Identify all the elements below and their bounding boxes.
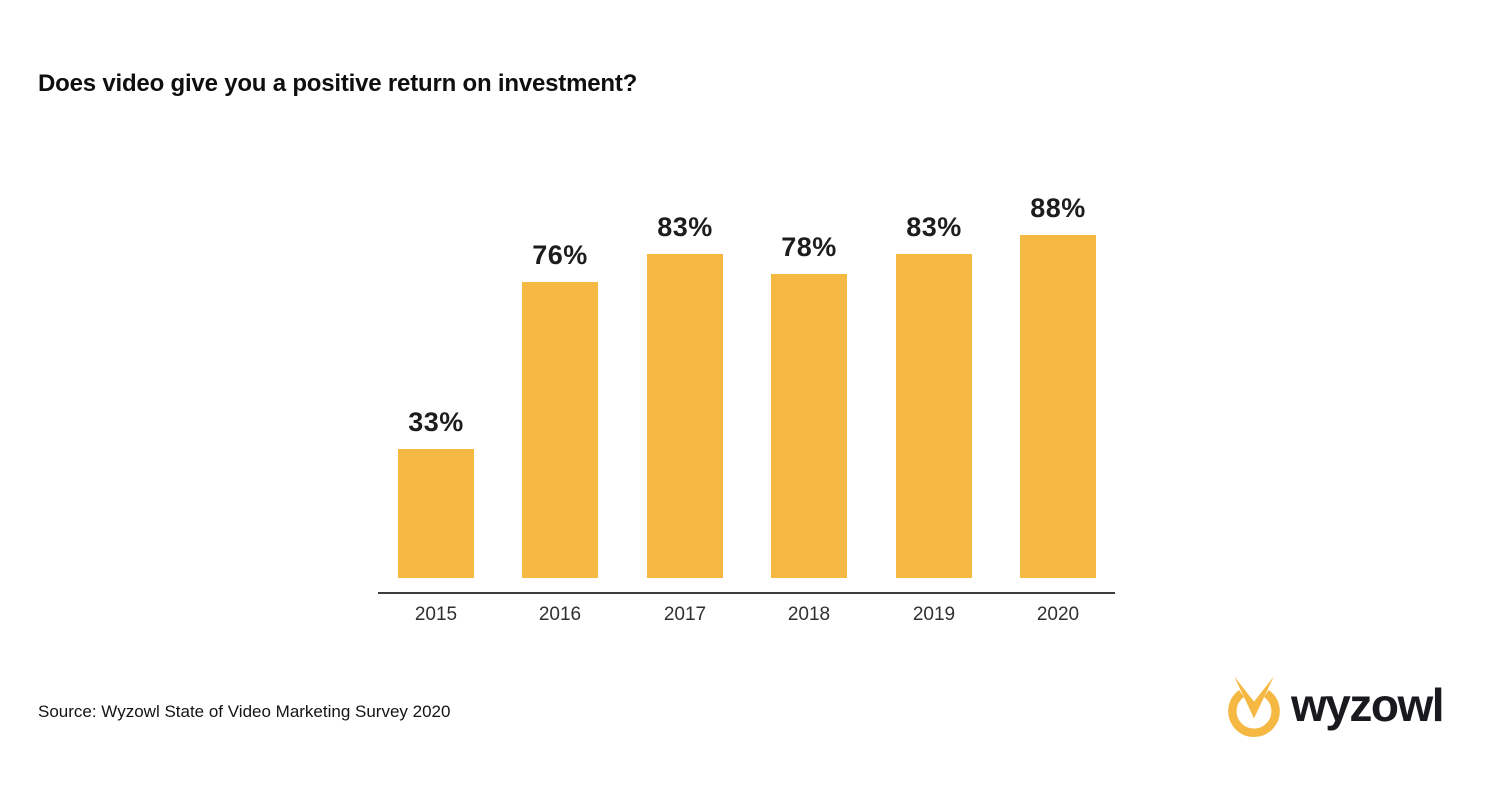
x-tick-label: 2016 [538,604,582,625]
bar [896,254,972,578]
x-tick-label: 2020 [1036,604,1080,625]
bar-group-2019: 83% 2019 [872,0,996,640]
x-axis-line [378,592,1115,594]
bar [771,274,847,578]
value-label: 83% [906,212,962,242]
x-tick-label: 2015 [414,604,458,625]
wyzowl-owl-icon [1228,676,1280,737]
value-label: 33% [408,407,464,437]
value-label: 83% [657,212,713,242]
wyzowl-logo: wyzowl [1224,674,1445,740]
value-label: 88% [1030,193,1086,223]
bar [522,282,598,578]
bar [647,254,723,578]
bar [398,449,474,578]
source-text: Source: Wyzowl State of Video Marketing … [38,702,451,721]
x-tick-label: 2018 [787,604,831,625]
x-tick-label: 2019 [912,604,956,625]
bar-group-2017: 83% 2017 [623,0,747,640]
chart-title: Does video give you a positive return on… [38,70,638,97]
bar-chart: 33% 2015 76% 2016 83% 2017 78% 2018 83% 2019 88% 20… [374,0,1120,640]
bar-group-2018: 78% 2018 [747,0,871,640]
value-label: 78% [781,232,837,262]
bar-group-2016: 76% 2016 [498,0,622,640]
bar-group-2015: 33% 2015 [374,0,498,640]
x-tick-label: 2017 [663,604,707,625]
logo-text: wyzowl [1291,679,1445,731]
value-label: 76% [532,240,588,270]
bar-group-2020: 88% 2020 [996,0,1120,640]
bar [1020,235,1096,578]
